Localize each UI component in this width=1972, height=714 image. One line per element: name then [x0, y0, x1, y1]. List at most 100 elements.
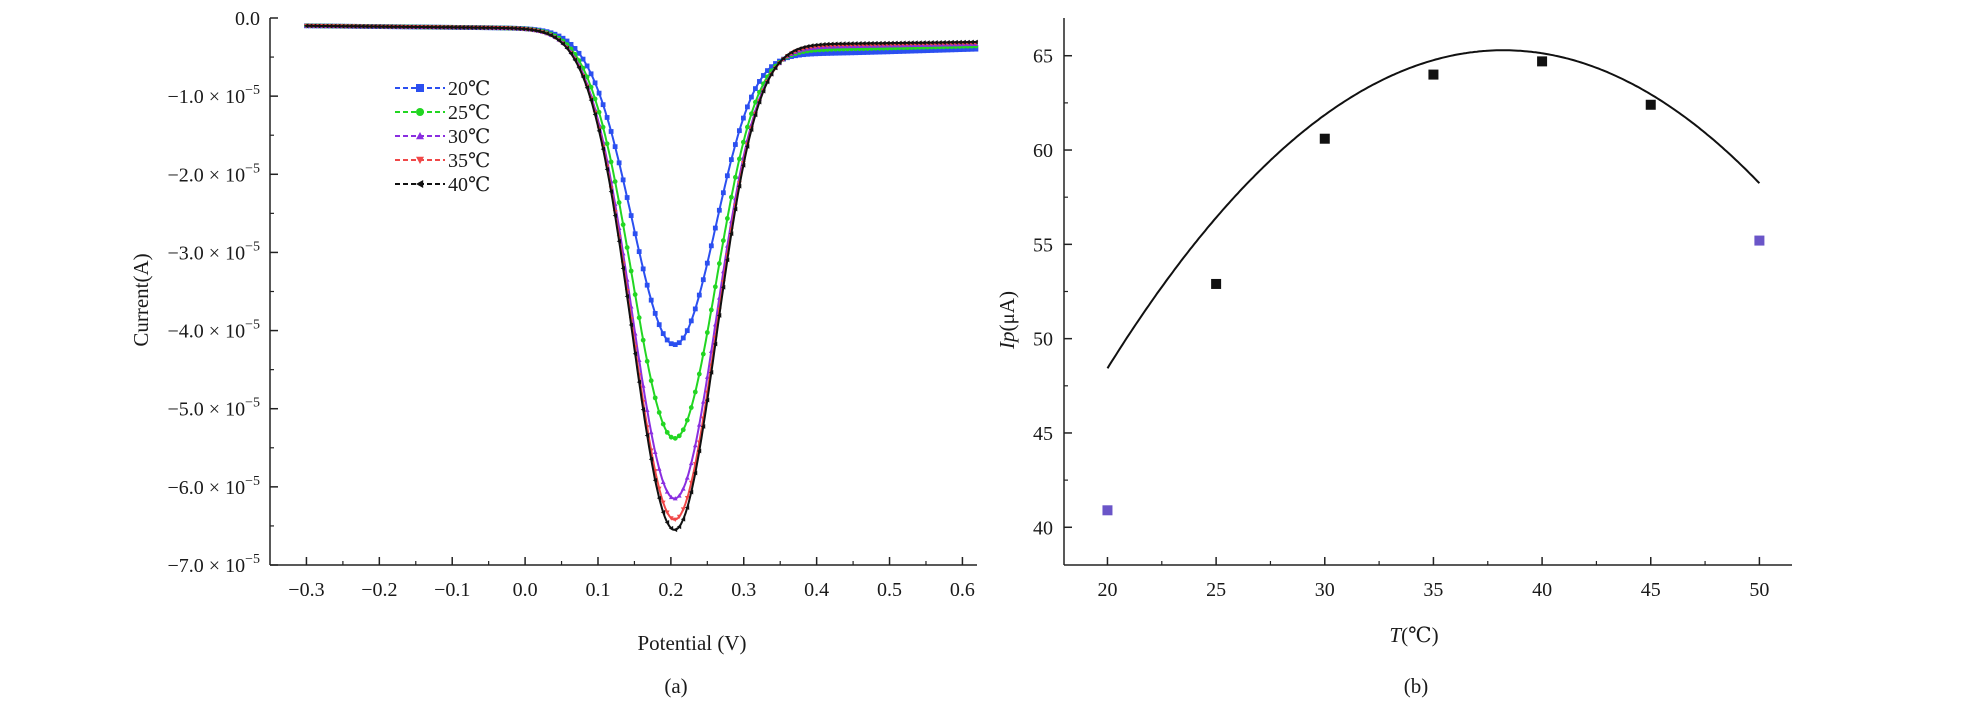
panel-a-series-marker: [837, 50, 843, 56]
panel-a-x-tick-label: 0.3: [731, 579, 756, 601]
panel-a-series-marker: [893, 49, 899, 54]
panel-a-y-tick-exponent: −5: [245, 318, 260, 333]
panel-a-series-marker: [628, 322, 634, 328]
panel-b-data-point-3: [1428, 69, 1439, 80]
panel-a-series-marker: [624, 195, 630, 200]
panel-a-series-marker: [837, 41, 842, 47]
panel-a-series-marker: [937, 40, 942, 45]
panel-b-data-point-5: [1645, 99, 1656, 110]
panel-a-series-marker: [905, 40, 910, 46]
panel-a-series-4: [304, 23, 978, 533]
panel-a-series-marker: [885, 40, 890, 46]
panel-a-series-marker: [753, 86, 758, 92]
panel-a-series-marker: [973, 46, 979, 52]
panel-a-series-marker: [789, 49, 794, 55]
panel-b-data-point-6: [1754, 235, 1765, 246]
panel-a-series-marker: [512, 26, 517, 31]
panel-a-series-marker: [344, 23, 349, 29]
panel-a-x-tick-label: 0.1: [585, 579, 610, 601]
panel-a-series-marker: [917, 40, 922, 46]
panel-a-series-marker: [452, 24, 457, 30]
panel-a-series-marker: [917, 48, 923, 54]
panel-a-series-marker: [821, 51, 826, 56]
panel-a-series-marker: [953, 39, 958, 45]
panel-a-series-marker: [384, 24, 389, 30]
panel-a-series-marker: [388, 24, 393, 30]
panel-a-series-marker: [833, 50, 838, 56]
panel-a-series-marker: [648, 378, 654, 384]
panel-a-legend-label: 20℃: [448, 78, 490, 100]
panel-a-series-marker: [660, 421, 666, 427]
panel-a-series-marker: [704, 330, 710, 335]
panel-a-series-marker: [656, 322, 662, 328]
panel-a-legend-entry-3: 35℃: [395, 150, 490, 172]
panel-a-series-marker: [632, 351, 638, 357]
panel-a-series-marker: [676, 524, 682, 530]
panel-a-series-marker: [849, 41, 854, 46]
panel-a-series-marker: [929, 48, 935, 53]
panel-a-series-marker: [392, 24, 397, 30]
panel-a-series-marker: [813, 42, 818, 48]
panel-a-series-marker: [680, 335, 686, 341]
panel-a-series-marker: [620, 222, 626, 228]
panel-a-y-tick-exponent: −5: [245, 474, 260, 489]
panel-a-x-axis-title: Potential (V): [637, 631, 746, 655]
panel-a-series-marker: [668, 341, 674, 347]
panel-a-legend-entry-0: 20℃: [395, 78, 490, 100]
panel-a-x-tick-label: 0.4: [804, 579, 829, 601]
panel-a-series-marker: [853, 50, 859, 56]
panel-a-series-marker: [640, 383, 646, 388]
panel-a-series-marker: [765, 79, 770, 85]
panel-a-series-marker: [588, 84, 594, 90]
panel-a-series-marker: [716, 261, 722, 266]
panel-a-series-marker: [708, 307, 714, 313]
panel-b-axes: 20 25 30 35 40 45 50 40 45 50 55 60 65: [1033, 18, 1792, 601]
panel-a-series-marker: [632, 292, 638, 297]
panel-a-series-marker: [761, 73, 766, 78]
panel-a-series-marker: [753, 99, 758, 105]
panel-a-series-marker: [328, 23, 333, 29]
panel-a-series-marker: [933, 47, 939, 53]
panel-a-series-marker: [480, 25, 485, 31]
panel-b-y-tick-label: 55: [1033, 234, 1053, 256]
panel-a-series-marker: [841, 50, 847, 56]
panel-a-series-marker: [925, 48, 931, 54]
panel-a-series-marker: [552, 35, 557, 41]
panel-a-series-marker: [348, 23, 353, 29]
panel-a-series-marker: [945, 47, 951, 53]
panel-a-series-marker: [941, 47, 947, 53]
panel-b-x-axis-title-symbol: T: [1389, 623, 1402, 647]
panel-a-y-tick-label: −6.0 × 10−5: [168, 474, 260, 499]
panel-a-series-marker: [624, 293, 630, 299]
panel-a-series-marker: [664, 489, 670, 494]
panel-a-series-marker: [813, 51, 818, 57]
panel-a-series-marker: [616, 200, 622, 205]
panel-b-data-point-4: [1537, 56, 1548, 67]
panel-a-series-marker: [696, 292, 702, 298]
panel-a-series-marker: [612, 144, 618, 150]
panel-a-series-marker: [676, 433, 682, 439]
panel-b-x-axis-title-unit: (℃): [1401, 623, 1438, 647]
panel-a-series-marker: [564, 45, 569, 51]
panel-a-series-marker: [845, 41, 850, 47]
panel-a-y-tick-exponent: −5: [245, 552, 260, 567]
panel-a-series-marker: [464, 25, 469, 30]
panel-a-series-marker: [640, 337, 646, 343]
panel-a-series-marker: [692, 389, 698, 395]
panel-a-series-marker: [660, 509, 666, 515]
panel-a-series-marker: [745, 144, 750, 149]
panel-a-series-marker: [720, 284, 726, 290]
panel-a-series-marker: [785, 52, 790, 58]
panel-a-series-marker: [692, 306, 698, 312]
panel-a-legend-marker: [416, 132, 424, 140]
panel-a-series-marker: [616, 160, 622, 166]
panel-a-series-marker: [624, 245, 630, 250]
panel-a-series-marker: [476, 25, 481, 31]
panel-a-series-marker: [736, 183, 742, 189]
panel-a-series-marker: [656, 486, 662, 491]
panel-a-voltammogram: 20℃25℃30℃35℃40℃ −0.3 −0.2 −0.1 0.0 0.1 0.2 0.3…: [129, 8, 979, 698]
panel-a-x-tick-label: −0.3: [288, 579, 324, 601]
panel-a-series-marker: [660, 331, 666, 336]
panel-a-series-marker: [440, 24, 445, 30]
